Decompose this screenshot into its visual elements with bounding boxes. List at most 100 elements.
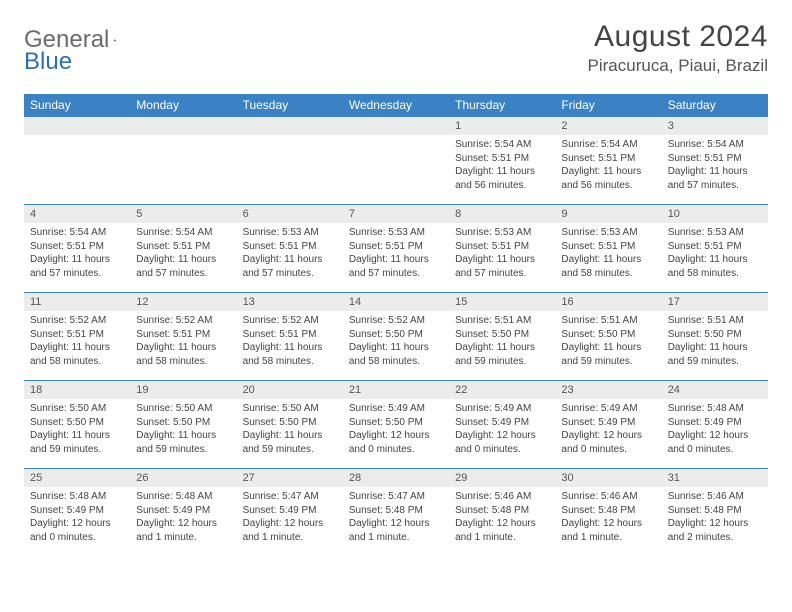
day-number: 25 [24,469,130,487]
calendar-cell: 10Sunrise: 5:53 AMSunset: 5:51 PMDayligh… [662,205,768,293]
weekday-row: SundayMondayTuesdayWednesdayThursdayFrid… [24,94,768,117]
weekday-header: Thursday [449,94,555,117]
calendar-row: 11Sunrise: 5:52 AMSunset: 5:51 PMDayligh… [24,293,768,381]
day-details: Sunrise: 5:53 AMSunset: 5:51 PMDaylight:… [237,223,343,286]
header: General August 2024 Piracuruca, Piaui, B… [24,20,768,76]
calendar-cell: 16Sunrise: 5:51 AMSunset: 5:50 PMDayligh… [555,293,661,381]
day-details: Sunrise: 5:49 AMSunset: 5:49 PMDaylight:… [555,399,661,462]
day-details: Sunrise: 5:54 AMSunset: 5:51 PMDaylight:… [130,223,236,286]
day-details: Sunrise: 5:54 AMSunset: 5:51 PMDaylight:… [449,135,555,198]
day-details: Sunrise: 5:53 AMSunset: 5:51 PMDaylight:… [555,223,661,286]
day-details: Sunrise: 5:46 AMSunset: 5:48 PMDaylight:… [449,487,555,550]
calendar-body: 1Sunrise: 5:54 AMSunset: 5:51 PMDaylight… [24,117,768,557]
day-number: 4 [24,205,130,223]
empty-day [343,117,449,135]
calendar-cell: 3Sunrise: 5:54 AMSunset: 5:51 PMDaylight… [662,117,768,205]
day-details: Sunrise: 5:50 AMSunset: 5:50 PMDaylight:… [237,399,343,462]
calendar-cell: 27Sunrise: 5:47 AMSunset: 5:49 PMDayligh… [237,469,343,557]
day-details: Sunrise: 5:52 AMSunset: 5:51 PMDaylight:… [130,311,236,374]
day-details: Sunrise: 5:54 AMSunset: 5:51 PMDaylight:… [662,135,768,198]
calendar-cell: 9Sunrise: 5:53 AMSunset: 5:51 PMDaylight… [555,205,661,293]
day-number: 26 [130,469,236,487]
calendar-cell: 22Sunrise: 5:49 AMSunset: 5:49 PMDayligh… [449,381,555,469]
calendar-cell [343,117,449,205]
day-number: 11 [24,293,130,311]
day-number: 3 [662,117,768,135]
calendar-cell: 17Sunrise: 5:51 AMSunset: 5:50 PMDayligh… [662,293,768,381]
calendar-cell: 2Sunrise: 5:54 AMSunset: 5:51 PMDaylight… [555,117,661,205]
day-details: Sunrise: 5:46 AMSunset: 5:48 PMDaylight:… [555,487,661,550]
calendar-cell: 14Sunrise: 5:52 AMSunset: 5:50 PMDayligh… [343,293,449,381]
day-details: Sunrise: 5:47 AMSunset: 5:49 PMDaylight:… [237,487,343,550]
calendar-cell: 21Sunrise: 5:49 AMSunset: 5:50 PMDayligh… [343,381,449,469]
weekday-header: Tuesday [237,94,343,117]
day-number: 20 [237,381,343,399]
day-number: 7 [343,205,449,223]
day-details: Sunrise: 5:54 AMSunset: 5:51 PMDaylight:… [24,223,130,286]
day-number: 15 [449,293,555,311]
day-details: Sunrise: 5:52 AMSunset: 5:51 PMDaylight:… [237,311,343,374]
day-details: Sunrise: 5:53 AMSunset: 5:51 PMDaylight:… [449,223,555,286]
day-number: 8 [449,205,555,223]
brand-part2: Blue [24,48,72,75]
calendar-cell: 26Sunrise: 5:48 AMSunset: 5:49 PMDayligh… [130,469,236,557]
calendar-cell: 6Sunrise: 5:53 AMSunset: 5:51 PMDaylight… [237,205,343,293]
weekday-header: Friday [555,94,661,117]
day-number: 18 [24,381,130,399]
calendar-cell [24,117,130,205]
calendar-row: 1Sunrise: 5:54 AMSunset: 5:51 PMDaylight… [24,117,768,205]
calendar-row: 4Sunrise: 5:54 AMSunset: 5:51 PMDaylight… [24,205,768,293]
day-number: 28 [343,469,449,487]
day-details: Sunrise: 5:50 AMSunset: 5:50 PMDaylight:… [130,399,236,462]
day-details: Sunrise: 5:47 AMSunset: 5:48 PMDaylight:… [343,487,449,550]
day-details: Sunrise: 5:48 AMSunset: 5:49 PMDaylight:… [662,399,768,462]
day-details: Sunrise: 5:48 AMSunset: 5:49 PMDaylight:… [130,487,236,550]
calendar-cell: 18Sunrise: 5:50 AMSunset: 5:50 PMDayligh… [24,381,130,469]
empty-day [24,117,130,135]
day-details: Sunrise: 5:46 AMSunset: 5:48 PMDaylight:… [662,487,768,550]
weekday-header: Wednesday [343,94,449,117]
day-number: 31 [662,469,768,487]
calendar-cell: 23Sunrise: 5:49 AMSunset: 5:49 PMDayligh… [555,381,661,469]
day-number: 12 [130,293,236,311]
calendar-table: SundayMondayTuesdayWednesdayThursdayFrid… [24,94,768,557]
calendar-cell: 11Sunrise: 5:52 AMSunset: 5:51 PMDayligh… [24,293,130,381]
day-details: Sunrise: 5:51 AMSunset: 5:50 PMDaylight:… [449,311,555,374]
day-details: Sunrise: 5:52 AMSunset: 5:50 PMDaylight:… [343,311,449,374]
day-number: 16 [555,293,661,311]
day-details: Sunrise: 5:53 AMSunset: 5:51 PMDaylight:… [343,223,449,286]
day-details: Sunrise: 5:50 AMSunset: 5:50 PMDaylight:… [24,399,130,462]
calendar-cell: 1Sunrise: 5:54 AMSunset: 5:51 PMDaylight… [449,117,555,205]
calendar-cell: 24Sunrise: 5:48 AMSunset: 5:49 PMDayligh… [662,381,768,469]
calendar-cell: 5Sunrise: 5:54 AMSunset: 5:51 PMDaylight… [130,205,236,293]
day-details: Sunrise: 5:52 AMSunset: 5:51 PMDaylight:… [24,311,130,374]
day-number: 5 [130,205,236,223]
calendar-cell [130,117,236,205]
day-details: Sunrise: 5:53 AMSunset: 5:51 PMDaylight:… [662,223,768,286]
day-number: 2 [555,117,661,135]
day-number: 13 [237,293,343,311]
calendar-cell: 30Sunrise: 5:46 AMSunset: 5:48 PMDayligh… [555,469,661,557]
calendar-row: 25Sunrise: 5:48 AMSunset: 5:49 PMDayligh… [24,469,768,557]
calendar-cell: 31Sunrise: 5:46 AMSunset: 5:48 PMDayligh… [662,469,768,557]
title-block: August 2024 Piracuruca, Piaui, Brazil [588,20,768,76]
calendar-cell: 8Sunrise: 5:53 AMSunset: 5:51 PMDaylight… [449,205,555,293]
calendar-cell: 25Sunrise: 5:48 AMSunset: 5:49 PMDayligh… [24,469,130,557]
day-details: Sunrise: 5:54 AMSunset: 5:51 PMDaylight:… [555,135,661,198]
calendar-cell: 4Sunrise: 5:54 AMSunset: 5:51 PMDaylight… [24,205,130,293]
sails-icon [113,31,117,49]
calendar-cell: 7Sunrise: 5:53 AMSunset: 5:51 PMDaylight… [343,205,449,293]
day-number: 29 [449,469,555,487]
calendar-cell [237,117,343,205]
day-details: Sunrise: 5:49 AMSunset: 5:50 PMDaylight:… [343,399,449,462]
location-text: Piracuruca, Piaui, Brazil [588,56,768,76]
day-number: 22 [449,381,555,399]
empty-day [237,117,343,135]
day-number: 21 [343,381,449,399]
brand-part2-wrap: Blue [24,48,72,76]
day-number: 30 [555,469,661,487]
day-number: 19 [130,381,236,399]
weekday-header: Monday [130,94,236,117]
day-number: 27 [237,469,343,487]
day-number: 23 [555,381,661,399]
